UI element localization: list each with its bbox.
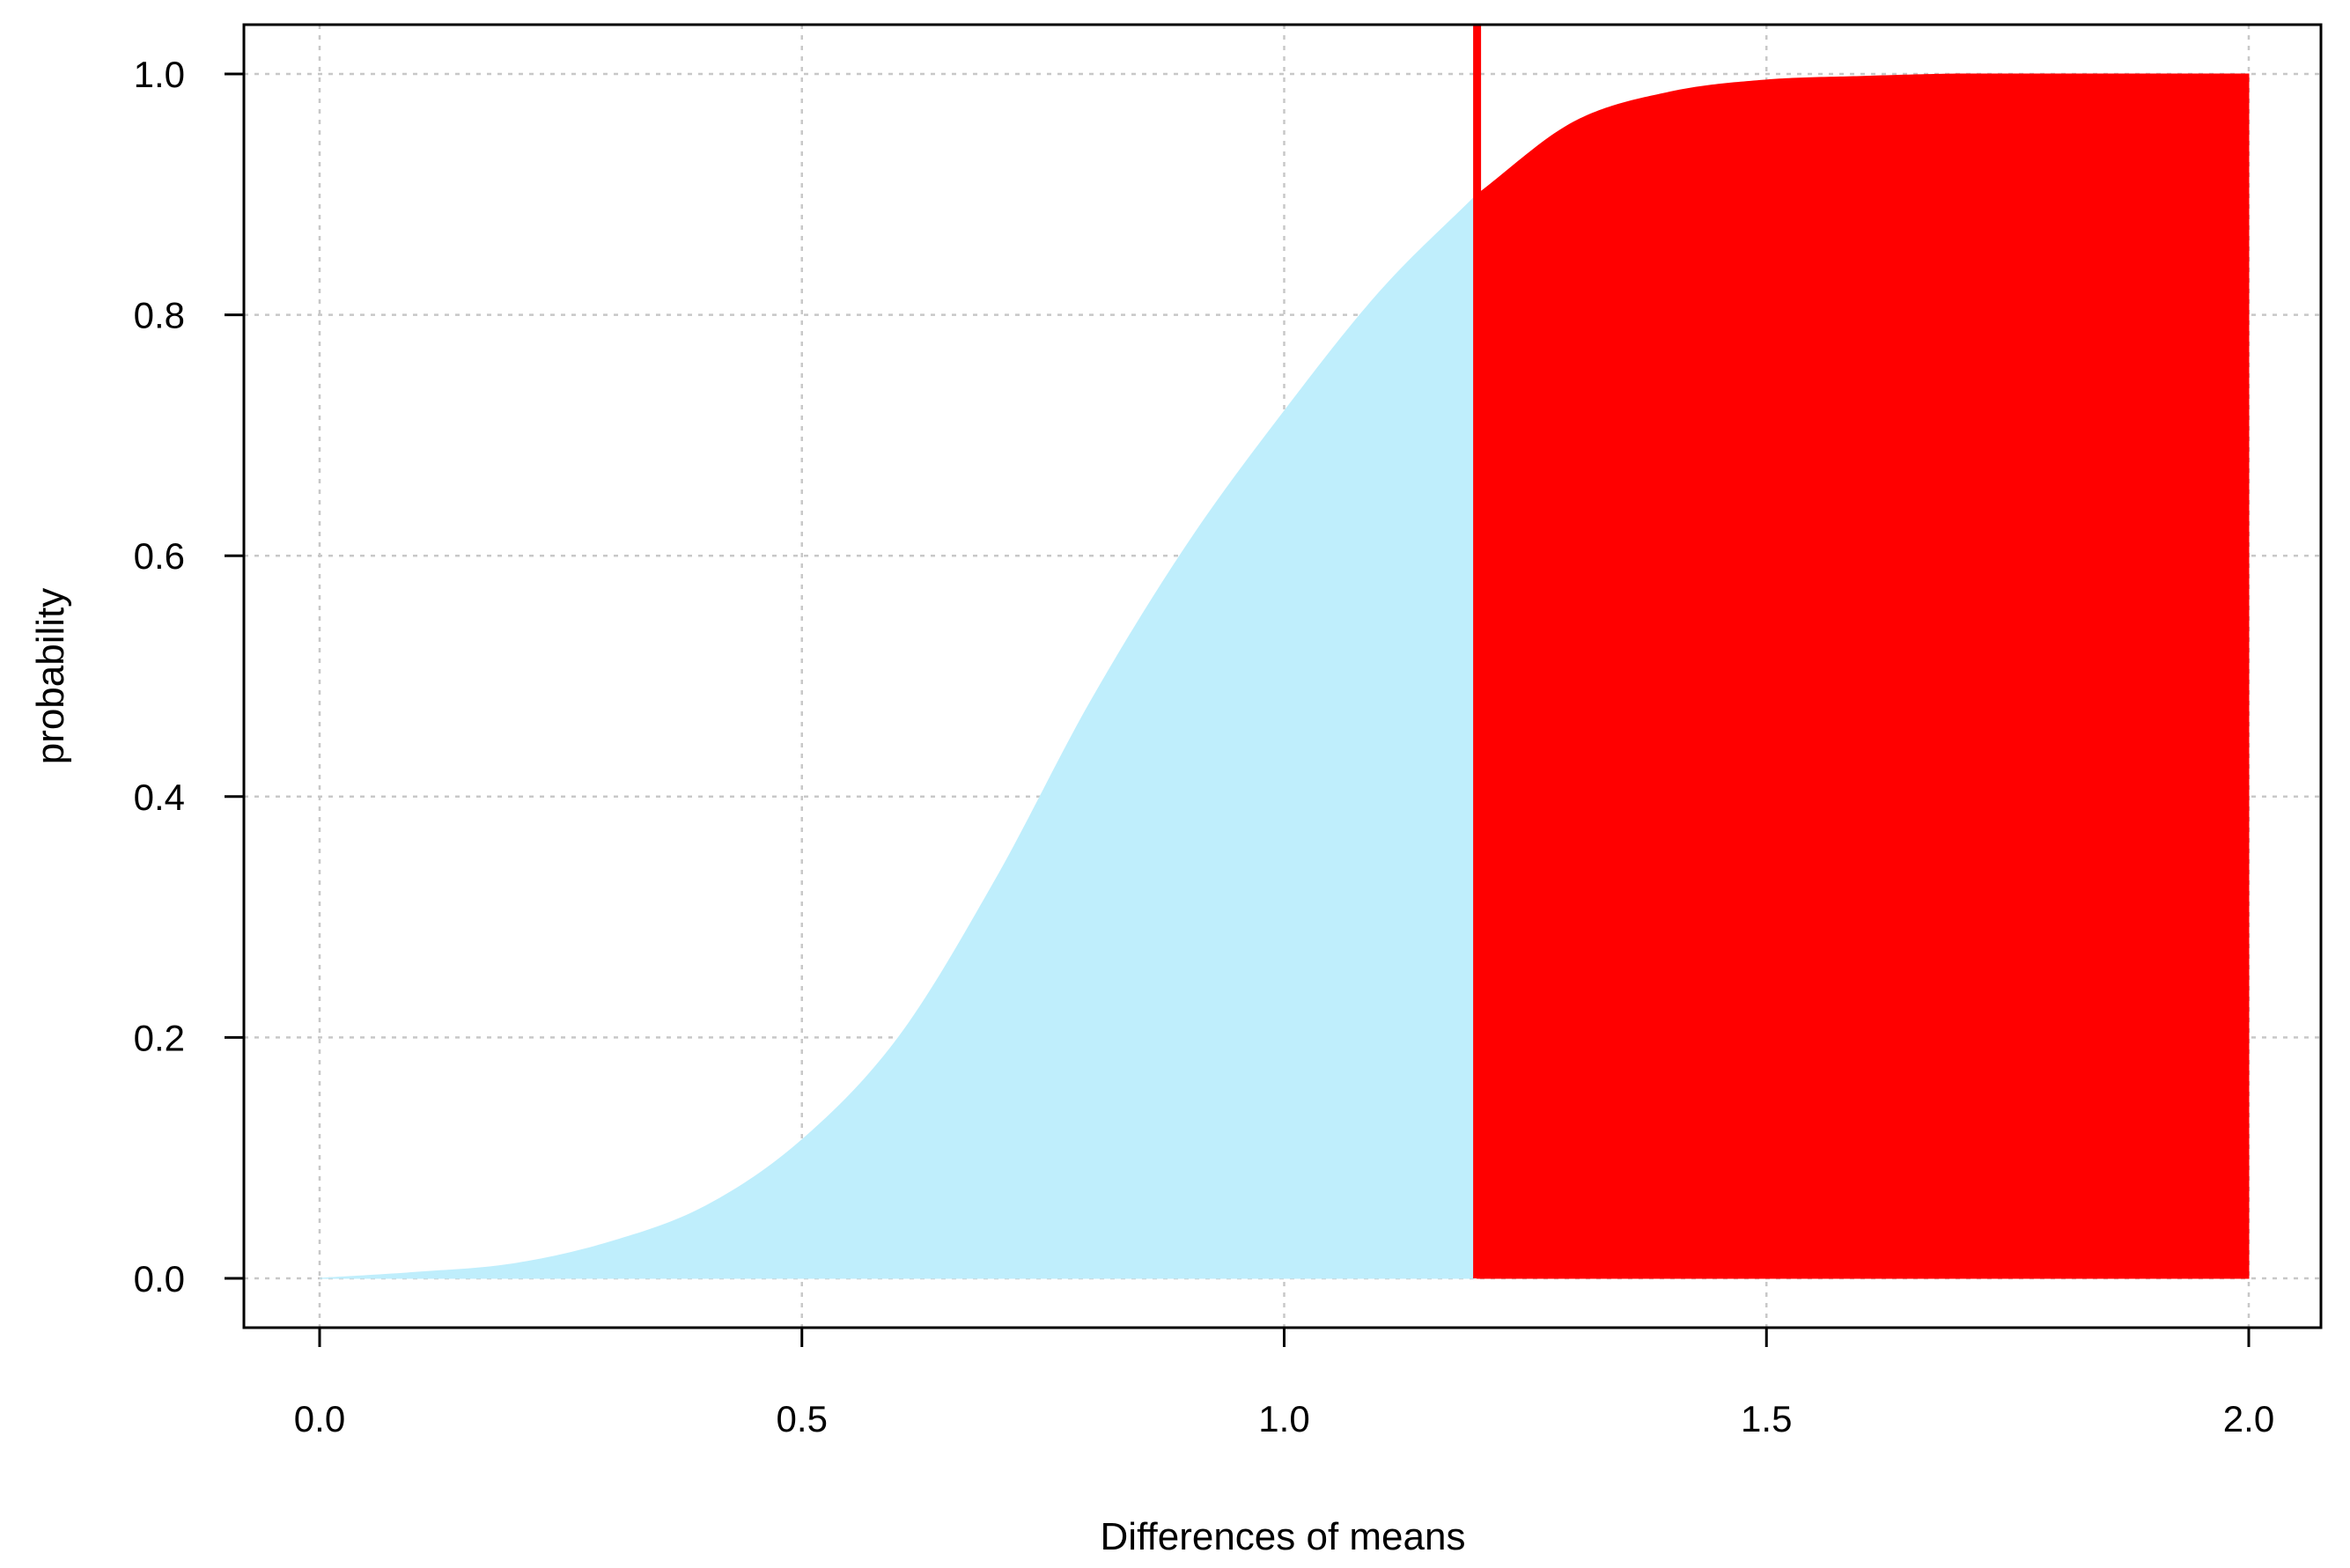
area-series-1 [319, 193, 1478, 1279]
y-tick-label: 0.6 [134, 535, 185, 577]
y-tick-label: 0.8 [134, 295, 185, 336]
x-axis: 0.0 0.5 1.0 1.5 2.0 [294, 1326, 2274, 1439]
x-tick-label: 0.0 [294, 1398, 345, 1439]
x-tick-label: 2.0 [2223, 1398, 2274, 1439]
y-tick-label: 0.4 [134, 777, 185, 818]
y-axis-title: probability [29, 588, 72, 765]
y-tick-label: 0.2 [134, 1017, 185, 1058]
area-series-2 [1477, 73, 2250, 1279]
plot-areas [319, 73, 2250, 1279]
x-axis-title: Differences of means [1101, 1515, 1466, 1558]
x-tick-label: 0.5 [777, 1398, 828, 1439]
x-tick-label: 1.5 [1741, 1398, 1792, 1439]
y-tick-label: 1.0 [134, 54, 185, 95]
y-tick-label: 0.0 [134, 1258, 185, 1299]
y-axis: 0.0 0.2 0.4 0.6 0.8 1.0 [134, 54, 244, 1299]
x-tick-label: 1.0 [1258, 1398, 1309, 1439]
